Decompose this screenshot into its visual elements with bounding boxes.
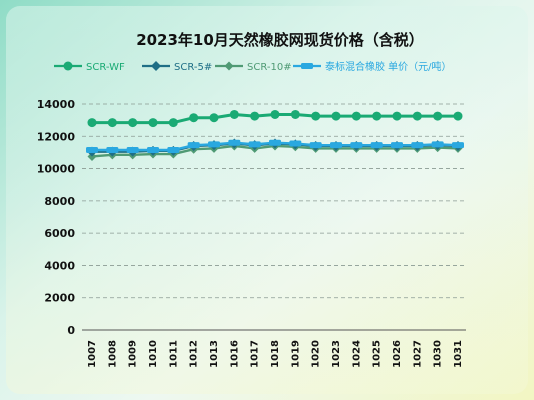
data-point bbox=[331, 111, 341, 121]
y-tick-label: 12000 bbox=[37, 130, 76, 143]
legend-label: SCR-WF bbox=[86, 62, 125, 73]
data-point bbox=[229, 109, 239, 119]
legend-label: SCR-5# bbox=[174, 62, 212, 73]
x-tick-label: 1030 bbox=[433, 340, 444, 368]
data-point bbox=[412, 111, 422, 121]
chart-title: 2023年10月天然橡胶网现货价格（含税） bbox=[136, 31, 424, 49]
data-point bbox=[411, 142, 424, 149]
data-point bbox=[250, 111, 260, 121]
data-point bbox=[351, 111, 361, 121]
legend-marker bbox=[63, 61, 73, 71]
data-point bbox=[433, 111, 443, 121]
x-tick-label: 1013 bbox=[209, 340, 220, 368]
data-point bbox=[128, 118, 138, 128]
x-tick-label: 1017 bbox=[250, 340, 261, 368]
x-tick-label: 1020 bbox=[311, 340, 322, 368]
y-tick-label: 0 bbox=[67, 324, 75, 337]
data-point bbox=[87, 118, 97, 128]
x-tick-label: 1025 bbox=[372, 340, 383, 368]
x-tick-label: 1024 bbox=[351, 340, 362, 368]
data-point bbox=[431, 141, 444, 148]
legend-item: SCR-WF bbox=[54, 61, 125, 73]
data-point bbox=[148, 118, 158, 128]
x-tick-label: 1011 bbox=[168, 340, 179, 368]
x-tick-label: 1026 bbox=[392, 340, 403, 368]
y-tick-label: 2000 bbox=[44, 292, 75, 305]
x-tick-label: 1010 bbox=[148, 340, 159, 368]
legend-item: 泰标混合橡胶 单价（元/吨） bbox=[293, 60, 452, 73]
y-tick-label: 4000 bbox=[44, 259, 75, 272]
data-point bbox=[370, 142, 383, 149]
data-point bbox=[126, 147, 139, 154]
x-tick-label: 1009 bbox=[128, 340, 139, 368]
y-tick-label: 8000 bbox=[44, 195, 75, 208]
data-point bbox=[189, 113, 199, 123]
x-tick-label: 1019 bbox=[290, 340, 301, 368]
x-tick-label: 1016 bbox=[229, 340, 240, 368]
data-point bbox=[350, 142, 363, 149]
data-point bbox=[228, 139, 241, 146]
legend-label: 泰标混合橡胶 单价（元/吨） bbox=[325, 60, 452, 73]
y-tick-label: 6000 bbox=[44, 227, 75, 240]
y-axis: 0 2000 4000 6000 8000 10000 12000 14000 bbox=[37, 98, 76, 337]
data-point bbox=[452, 142, 464, 149]
data-point bbox=[392, 111, 402, 121]
data-point bbox=[167, 147, 180, 154]
series-3 bbox=[86, 139, 464, 154]
x-axis: 1007 1008 1009 1010 1011 1012 1013 1016 1017 1018… bbox=[87, 340, 464, 368]
legend-marker bbox=[301, 63, 313, 69]
data-point bbox=[187, 142, 200, 149]
data-point bbox=[107, 118, 117, 128]
grid-lines bbox=[82, 103, 466, 331]
data-point bbox=[269, 139, 281, 146]
data-point bbox=[168, 118, 178, 128]
data-point bbox=[147, 147, 159, 154]
legend-item: SCR-10# bbox=[215, 61, 292, 73]
x-tick-label: 1012 bbox=[189, 340, 200, 368]
data-point bbox=[289, 140, 302, 147]
x-tick-label: 1018 bbox=[270, 340, 281, 368]
data-point bbox=[209, 113, 219, 123]
y-tick-label: 14000 bbox=[37, 98, 76, 111]
data-point bbox=[453, 111, 463, 121]
data-point bbox=[208, 141, 220, 148]
data-point bbox=[270, 109, 280, 119]
x-tick-label: 1031 bbox=[453, 340, 464, 368]
data-point bbox=[290, 109, 300, 119]
plot-area bbox=[86, 109, 464, 161]
data-point bbox=[86, 147, 98, 154]
legend-marker bbox=[224, 61, 234, 71]
legend-marker bbox=[151, 61, 161, 71]
series-0 bbox=[87, 109, 463, 128]
data-point bbox=[372, 111, 382, 121]
chart-card bbox=[6, 6, 528, 394]
x-tick-label: 1007 bbox=[87, 340, 98, 368]
x-tick-label: 1008 bbox=[107, 340, 118, 368]
legend-item: SCR-5# bbox=[142, 61, 212, 73]
data-point bbox=[309, 142, 322, 149]
data-point bbox=[248, 141, 261, 148]
data-point bbox=[106, 147, 119, 154]
data-point bbox=[330, 142, 342, 149]
x-tick-label: 1027 bbox=[412, 340, 423, 368]
y-tick-label: 10000 bbox=[37, 163, 76, 176]
data-point bbox=[391, 142, 403, 149]
chart-legend: SCR-WF SCR-5# SCR-10# 泰标混合橡胶 单价（元/吨） bbox=[54, 60, 452, 73]
legend-label: SCR-10# bbox=[247, 62, 292, 73]
data-point bbox=[311, 111, 321, 121]
x-tick-label: 1023 bbox=[331, 340, 342, 368]
